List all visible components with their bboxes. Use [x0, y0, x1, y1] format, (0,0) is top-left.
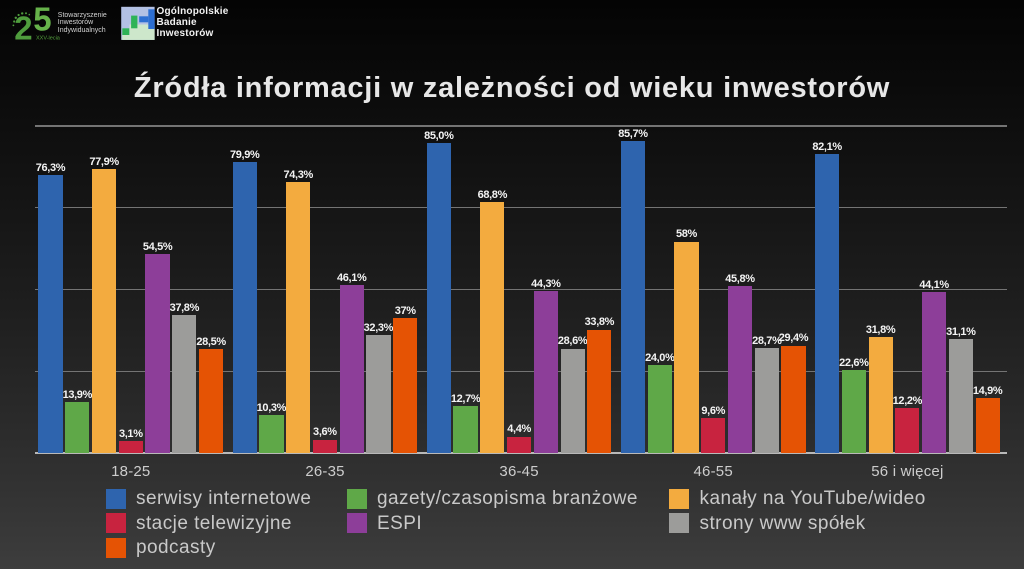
svg-text:XXV-lecia: XXV-lecia	[36, 35, 61, 41]
svg-text:2: 2	[14, 10, 32, 47]
svg-text:5: 5	[33, 1, 51, 38]
